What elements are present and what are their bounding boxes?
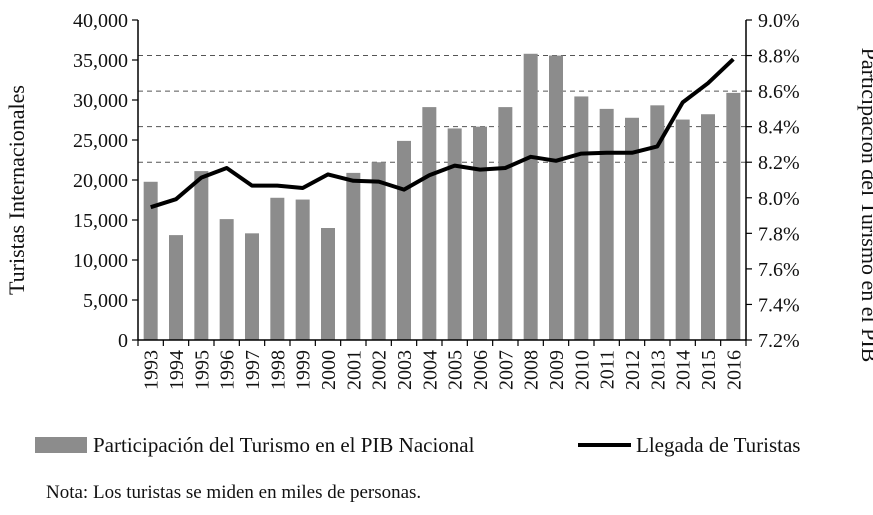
bar	[270, 197, 285, 340]
bar	[143, 181, 158, 340]
bar	[675, 119, 690, 340]
right-tick-label: 8.8%	[758, 46, 800, 68]
x-tick-label: 2013	[647, 350, 669, 390]
footnote: Nota: Los turistas se miden en miles de …	[46, 482, 422, 503]
left-tick-label: 10,000	[73, 250, 128, 272]
x-tick-label: 1998	[267, 350, 289, 390]
legend-bar-swatch	[35, 437, 87, 453]
bar	[422, 107, 437, 340]
bar	[726, 92, 741, 340]
legend-bar-label: Participación del Turismo en el PIB Naci…	[93, 433, 475, 457]
x-tick-label: 2006	[470, 350, 492, 390]
bar	[574, 96, 589, 340]
legend-line-label: Llegada de Turistas	[636, 433, 800, 457]
bar	[245, 233, 259, 340]
left-axis-ticks: 0 5,000 10,000 15,000 20,000 25,000 30,000 35,0…	[73, 10, 138, 352]
right-tick-label: 7.6%	[758, 259, 800, 281]
x-tick-label: 2009	[546, 350, 568, 390]
left-tick-label: 40,000	[73, 10, 128, 32]
right-tick-label: 8.4%	[758, 117, 800, 139]
bar	[650, 105, 665, 340]
x-tick-label: 2002	[369, 350, 391, 390]
x-tick-label: 2008	[521, 350, 543, 390]
bar	[194, 171, 209, 340]
left-tick-label: 15,000	[73, 210, 128, 232]
bar	[295, 199, 310, 340]
bar	[346, 172, 361, 340]
x-tick-label: 1994	[166, 350, 188, 390]
right-axis-title: Participación del Turismo en el PIB	[857, 48, 873, 363]
x-tick-label: 2015	[698, 350, 720, 390]
right-tick-label: 7.4%	[758, 294, 800, 316]
left-tick-label: 25,000	[73, 130, 128, 152]
x-tick-label: 2004	[419, 350, 441, 390]
left-tick-label: 5,000	[83, 290, 128, 312]
bar	[473, 126, 487, 341]
left-tick-label: 30,000	[73, 90, 128, 112]
x-axis-ticks: 1993 1994 1995 1996 1997 1998 1999 2000 2001 2002…	[137, 340, 747, 390]
x-tick-label: 1995	[191, 350, 213, 390]
x-tick-label: 2005	[445, 350, 467, 390]
bar	[397, 140, 411, 340]
left-tick-label: 20,000	[73, 170, 128, 192]
right-tick-label: 8.0%	[758, 188, 800, 210]
right-tick-label: 8.2%	[758, 152, 800, 174]
x-tick-label: 1996	[217, 350, 239, 390]
bar	[599, 108, 614, 340]
gridlines	[138, 55, 746, 163]
series-line	[150, 57, 735, 210]
x-tick-label: 2012	[622, 350, 644, 390]
x-tick-label: 1999	[293, 350, 315, 390]
x-tick-label: 1993	[141, 350, 163, 390]
x-tick-label: 2003	[394, 350, 416, 390]
right-tick-label: 7.2%	[758, 330, 800, 352]
legend: Participación del Turismo en el PIB Naci…	[35, 433, 800, 457]
right-tick-label: 7.8%	[758, 223, 800, 245]
right-axis-ticks: 7.2% 7.4% 7.6% 7.8% 8.0% 8.2% 8.4% 8.6% 8.8% 9.0%	[746, 10, 800, 352]
x-tick-label: 2016	[723, 350, 745, 390]
x-tick-label: 2000	[318, 350, 340, 390]
bar	[371, 162, 386, 340]
left-tick-label: 35,000	[73, 50, 128, 72]
right-tick-label: 9.0%	[758, 10, 800, 32]
bar-series	[143, 53, 741, 341]
x-tick-label: 1997	[242, 350, 264, 390]
bar	[523, 53, 538, 341]
x-tick-label: 2014	[673, 350, 695, 390]
bar	[447, 128, 462, 340]
x-tick-label: 2010	[571, 350, 593, 390]
bar	[498, 107, 513, 340]
x-tick-label: 2007	[495, 350, 517, 390]
bar	[321, 228, 335, 340]
left-axis-title: Turistas Internacionales	[4, 85, 29, 295]
x-tick-label: 2011	[597, 350, 619, 389]
bar	[219, 219, 234, 340]
bar	[625, 117, 639, 341]
left-tick-label: 0	[118, 330, 128, 352]
line-series	[150, 57, 735, 210]
bar	[549, 55, 563, 341]
x-tick-label: 2001	[343, 350, 365, 390]
bar	[169, 235, 183, 340]
bar	[701, 114, 715, 340]
right-tick-label: 8.6%	[758, 81, 800, 103]
